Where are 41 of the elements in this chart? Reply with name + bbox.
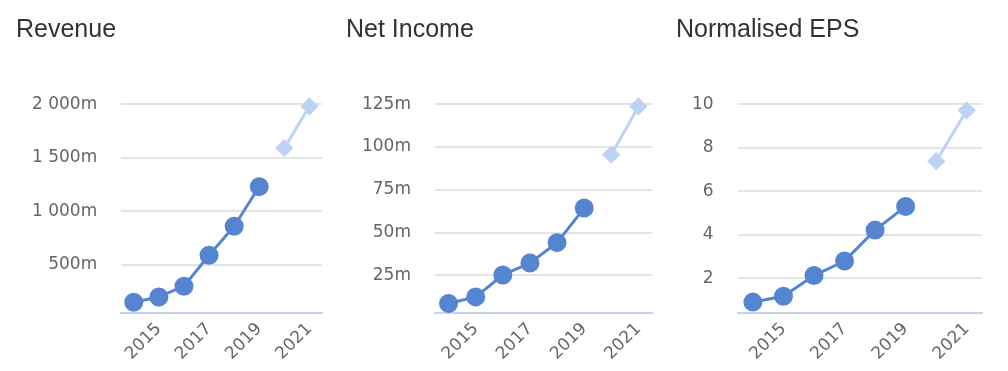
y-tick-label: 100m [361, 135, 412, 156]
point [520, 253, 540, 273]
y-tick-label: 6 [702, 179, 714, 200]
point [275, 139, 293, 157]
y-tick-label: 1 500m [31, 146, 98, 167]
point [249, 177, 269, 197]
y-tick-label: 50m [372, 220, 412, 241]
point [804, 266, 824, 286]
point [493, 265, 513, 285]
point [199, 245, 219, 265]
y-tick-label: 75m [372, 178, 412, 199]
point [602, 146, 620, 164]
point [124, 292, 144, 312]
point [174, 276, 194, 296]
y-tick-label: 500m [48, 253, 98, 274]
y-tick-label: 2 000m [31, 92, 98, 113]
chart-title: Net Income [346, 14, 474, 43]
point [547, 233, 567, 253]
point [629, 97, 647, 115]
point [896, 196, 916, 216]
point [865, 220, 885, 240]
point [835, 251, 855, 271]
y-tick-label: 1 000m [31, 199, 98, 220]
point [149, 287, 169, 307]
chart-title: Revenue [16, 14, 117, 43]
y-tick-label: 25m [372, 263, 412, 284]
point [466, 287, 486, 307]
y-tick-label: 125m [361, 92, 412, 113]
y-tick-label: 2 [702, 266, 714, 287]
y-tick-label: 4 [702, 223, 714, 244]
point [574, 198, 594, 218]
y-tick-label: 8 [702, 136, 714, 157]
point [743, 292, 763, 312]
point [224, 216, 244, 236]
point [927, 152, 945, 170]
chart-title: Normalised EPS [676, 14, 860, 43]
point [958, 101, 976, 119]
point [773, 286, 793, 306]
y-tick-label: 10 [691, 92, 714, 113]
point [300, 97, 318, 115]
point [439, 294, 459, 314]
